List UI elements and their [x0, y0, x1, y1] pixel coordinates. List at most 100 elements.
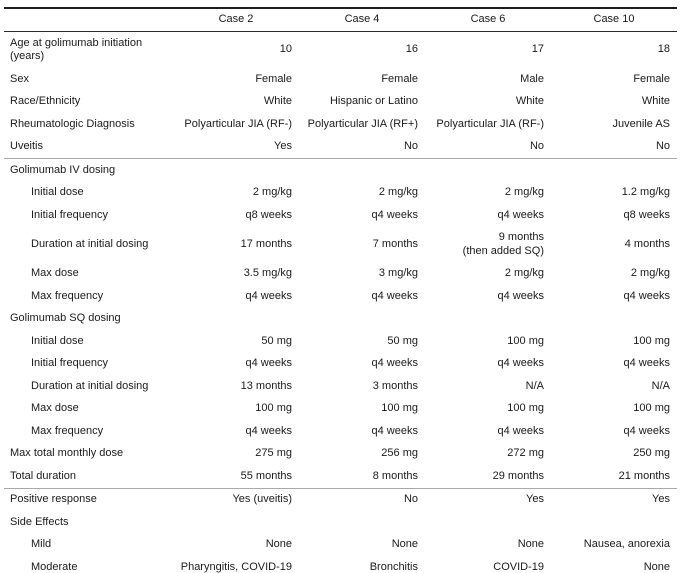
table-cell: No: [529, 140, 544, 152]
table-cell: Yes: [425, 487, 551, 511]
table-cell: q4 weeks: [371, 357, 418, 369]
row-label: Rheumatologic Diagnosis: [10, 117, 135, 130]
table-cell: Polyarticular JIA (RF-): [436, 117, 544, 130]
table-cell: 55 months: [240, 469, 292, 482]
row-label: Sex: [10, 72, 29, 85]
row-label: Duration at initial dosing: [31, 379, 149, 392]
table-cell: 272 mg: [507, 447, 544, 459]
table-row: Max frequency q4 weeks q4 weeks q4 weeks q4 …: [4, 420, 677, 443]
table-cell: 29 months: [492, 469, 544, 482]
table-cell: 100 mg: [381, 402, 418, 414]
table-row: Max total monthly dose 275 mg 256 mg 272 mg…: [4, 443, 677, 466]
table-cell: Male: [520, 72, 544, 85]
table-cell: Polyarticular JIA (RF-): [184, 117, 292, 130]
table-cell: 100 mg: [507, 334, 544, 347]
table-cell: 2 mg/kg: [378, 186, 418, 198]
table-cell: 8 months: [372, 469, 418, 482]
table-cell: 9 months (then added SQ): [462, 231, 544, 257]
table-row: Max dose 100 mg 100 mg 100 mg 100 mg: [4, 398, 677, 421]
column-header-case-10: Case 10: [551, 8, 677, 32]
table-row: Mild None None None Nausea, anorexia: [4, 534, 677, 557]
table-cell: 21 months: [618, 469, 670, 482]
table-cell: 13 months: [240, 379, 292, 392]
table-cell: White: [641, 95, 670, 107]
table-cell: Nausea, anorexia: [583, 538, 670, 550]
table-cell: 250 mg: [633, 447, 670, 459]
table-cell: 100 mg: [633, 402, 670, 414]
table-row: Moderate Pharyngitis, COVID-19 Bronchitis C…: [4, 556, 677, 573]
column-header-blank: [4, 8, 173, 32]
table-cell: White: [515, 95, 544, 107]
section-row: Golimumab SQ dosing: [4, 308, 677, 331]
table-cell: Female: [633, 72, 670, 85]
table-cell: q4 weeks: [623, 357, 670, 369]
table-cell: 17 months: [240, 237, 292, 250]
table-cell: q4 weeks: [497, 357, 544, 369]
table-cell: No: [655, 140, 670, 152]
table-cell: q4 weeks: [371, 208, 418, 221]
table-row: Uveitis Yes No No No: [4, 136, 677, 159]
table-row: Total duration 55 months 8 months 29 months…: [4, 465, 677, 488]
table-cell: q8 weeks: [245, 208, 292, 221]
header-row: Case 2 Case 4 Case 6 Case 10: [4, 8, 677, 32]
table-cell: None: [391, 538, 418, 550]
table-row: Initial dose 50 mg 50 mg 100 mg 100 mg: [4, 330, 677, 353]
row-label: Initial frequency: [31, 357, 109, 369]
table-cell: 2 mg/kg: [252, 186, 292, 198]
column-header-case-4: Case 4: [299, 8, 425, 32]
table-row: Race/Ethnicity White Hispanic or Latino Whi…: [4, 91, 677, 114]
section-label: Golimumab SQ dosing: [10, 312, 121, 324]
table-cell: 3.5 mg/kg: [243, 267, 292, 279]
table-row: Positive response Yes (uveitis) No Yes Yes: [4, 487, 677, 511]
table-cell: Female: [255, 72, 292, 85]
case-comparison-table: Case 2 Case 4 Case 6 Case 10 Age at goli…: [4, 7, 677, 573]
table-cell: Yes (uveitis): [173, 487, 299, 511]
table-cell: 18: [657, 43, 670, 56]
table-body: Age at golimumab initiation (years) 10 16 1…: [4, 32, 677, 573]
table-cell: q4 weeks: [497, 289, 544, 302]
table-header: Case 2 Case 4 Case 6 Case 10: [4, 8, 677, 32]
table-cell: Bronchitis: [369, 560, 418, 573]
table-cell: 17: [531, 43, 544, 56]
section-row: Golimumab IV dosing: [4, 158, 677, 182]
table-cell: 50 mg: [387, 334, 418, 347]
column-header-case-6: Case 6: [425, 8, 551, 32]
table-cell: N/A: [651, 379, 670, 392]
table-cell: q4 weeks: [245, 357, 292, 369]
table-cell: 256 mg: [381, 447, 418, 459]
table-cell: COVID-19: [493, 560, 544, 573]
table-cell: None: [517, 538, 544, 550]
table-row: Initial frequency q8 weeks q4 weeks q4 week…: [4, 204, 677, 227]
table-cell: Pharyngitis, COVID-19: [180, 560, 292, 573]
table-cell: 1.2 mg/kg: [621, 186, 670, 198]
row-label: Max dose: [31, 267, 79, 279]
row-label: Max dose: [31, 402, 79, 414]
table-cell: q4 weeks: [371, 424, 418, 437]
row-label: Positive response: [4, 487, 173, 511]
table-cell: q4 weeks: [623, 289, 670, 302]
row-label: Total duration: [10, 469, 77, 482]
table-row: Initial dose 2 mg/kg 2 mg/kg 2 mg/kg 1.2 mg/…: [4, 182, 677, 205]
table-cell: 3 months: [372, 379, 418, 392]
row-label: Initial dose: [31, 186, 84, 198]
table-cell: N/A: [525, 379, 544, 392]
table-cell: Yes: [274, 140, 292, 152]
table-cell: Female: [381, 72, 418, 85]
table-cell: q4 weeks: [623, 424, 670, 437]
table-cell: Polyarticular JIA (RF+): [307, 117, 418, 130]
row-label: Initial frequency: [31, 208, 109, 221]
row-label: Mild: [31, 538, 52, 550]
table-row: Initial frequency q4 weeks q4 weeks q4 week…: [4, 353, 677, 376]
table-cell: 100 mg: [507, 402, 544, 414]
row-label: Duration at initial dosing: [31, 237, 149, 250]
row-label: Max frequency: [31, 289, 104, 302]
table-cell: 2 mg/kg: [504, 186, 544, 198]
table-cell: None: [265, 538, 292, 550]
row-label: Max total monthly dose: [10, 447, 124, 459]
table-cell: 4 months: [624, 237, 670, 250]
table-cell: Hispanic or Latino: [329, 95, 418, 107]
table-cell: 100 mg: [633, 334, 670, 347]
table-cell: White: [263, 95, 292, 107]
table-cell: Yes: [551, 487, 677, 511]
